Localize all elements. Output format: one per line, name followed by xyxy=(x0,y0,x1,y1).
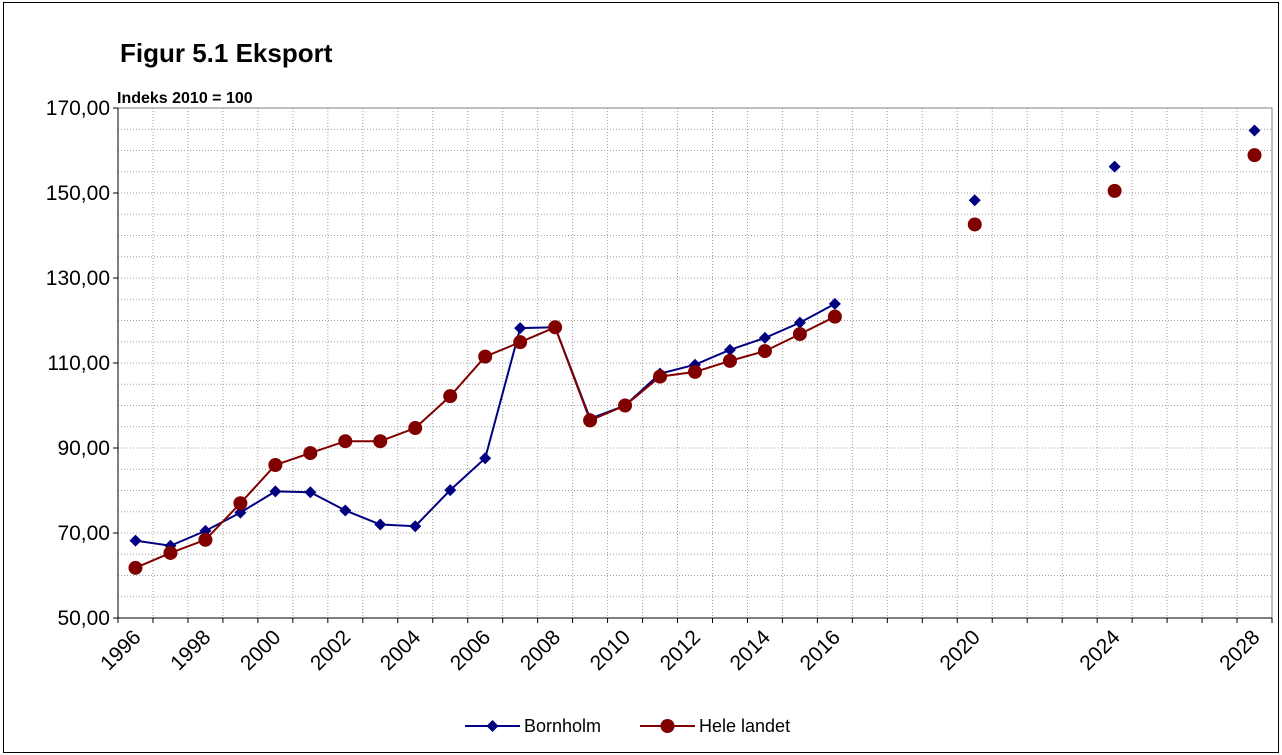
legend-marker xyxy=(660,719,675,733)
x-tick-label: 2010 xyxy=(586,626,635,675)
data-point xyxy=(198,532,213,547)
data-point xyxy=(757,344,772,359)
y-tick-label: 130,00 xyxy=(46,267,110,290)
y-tick-label: 70,00 xyxy=(57,522,110,545)
x-tick-label: 2012 xyxy=(656,626,705,675)
data-point xyxy=(513,335,528,350)
series-bornholm xyxy=(129,124,1261,552)
data-point xyxy=(968,194,981,207)
data-point xyxy=(967,217,982,232)
data-point xyxy=(793,316,806,329)
data-point xyxy=(479,452,492,465)
legend-label: Bornholm xyxy=(524,716,601,736)
data-point xyxy=(583,413,598,428)
data-point xyxy=(338,434,353,449)
data-point xyxy=(304,486,317,499)
y-tick-label: 110,00 xyxy=(47,352,110,375)
data-point xyxy=(828,297,841,310)
data-point xyxy=(514,322,527,335)
y-axis-label: Indeks 2010 = 100 xyxy=(117,90,253,107)
data-point xyxy=(373,434,388,449)
x-tick-label: 2002 xyxy=(306,626,355,675)
data-point xyxy=(129,534,142,547)
data-point xyxy=(444,484,457,497)
legend-item: Hele landet xyxy=(640,716,790,736)
data-point xyxy=(374,518,387,531)
data-point xyxy=(233,496,248,511)
y-tick-label: 150,00 xyxy=(46,182,110,205)
data-point xyxy=(234,506,247,519)
legend-item: Bornholm xyxy=(465,716,601,736)
x-tick-label: 1996 xyxy=(96,626,145,675)
series-hele-landet xyxy=(128,148,1262,575)
data-point xyxy=(1107,183,1122,198)
y-tick-label: 50,00 xyxy=(57,607,110,630)
axes: 170,00150,00130,00110,0090,0070,0050,001… xyxy=(46,97,1273,676)
data-point xyxy=(722,353,737,368)
data-point xyxy=(688,364,702,379)
x-tick-label: 2020 xyxy=(935,626,984,675)
data-point xyxy=(723,343,736,356)
data-point xyxy=(408,421,423,436)
data-point xyxy=(163,545,178,560)
data-point xyxy=(792,327,807,342)
data-point xyxy=(128,560,143,575)
data-point xyxy=(1248,124,1261,137)
chart-frame xyxy=(3,2,1279,753)
chart-title: Figur 5.1 Eksport xyxy=(120,38,333,68)
legend: Bornholm Hele landet xyxy=(465,716,790,736)
data-point xyxy=(269,485,282,498)
data-point xyxy=(758,331,771,344)
data-point xyxy=(827,309,842,324)
data-point xyxy=(653,369,668,384)
y-tick-label: 90,00 xyxy=(57,437,110,460)
legend-marker xyxy=(486,720,499,732)
data-point xyxy=(618,398,633,413)
x-tick-label: 2008 xyxy=(516,626,565,675)
x-tick-label: 2028 xyxy=(1215,626,1264,675)
data-point xyxy=(303,446,318,461)
x-tick-label: 2014 xyxy=(726,626,776,676)
data-point xyxy=(478,349,493,364)
x-tick-label: 2024 xyxy=(1075,626,1125,676)
data-point xyxy=(339,504,352,517)
data-point xyxy=(268,458,283,472)
x-tick-label: 2004 xyxy=(376,626,426,676)
data-point xyxy=(548,320,563,335)
y-tick-label: 170,00 xyxy=(46,97,110,120)
data-point xyxy=(443,389,458,404)
data-point xyxy=(1108,160,1121,173)
x-tick-label: 2006 xyxy=(446,626,495,675)
x-tick-label: 1998 xyxy=(166,626,215,675)
x-tick-label: 2016 xyxy=(796,626,845,675)
x-tick-label: 2000 xyxy=(236,626,285,675)
grid-lines xyxy=(118,108,1272,618)
legend-label: Hele landet xyxy=(699,716,790,736)
data-point xyxy=(1247,148,1262,163)
data-point xyxy=(409,520,422,533)
series-layer xyxy=(128,124,1262,575)
